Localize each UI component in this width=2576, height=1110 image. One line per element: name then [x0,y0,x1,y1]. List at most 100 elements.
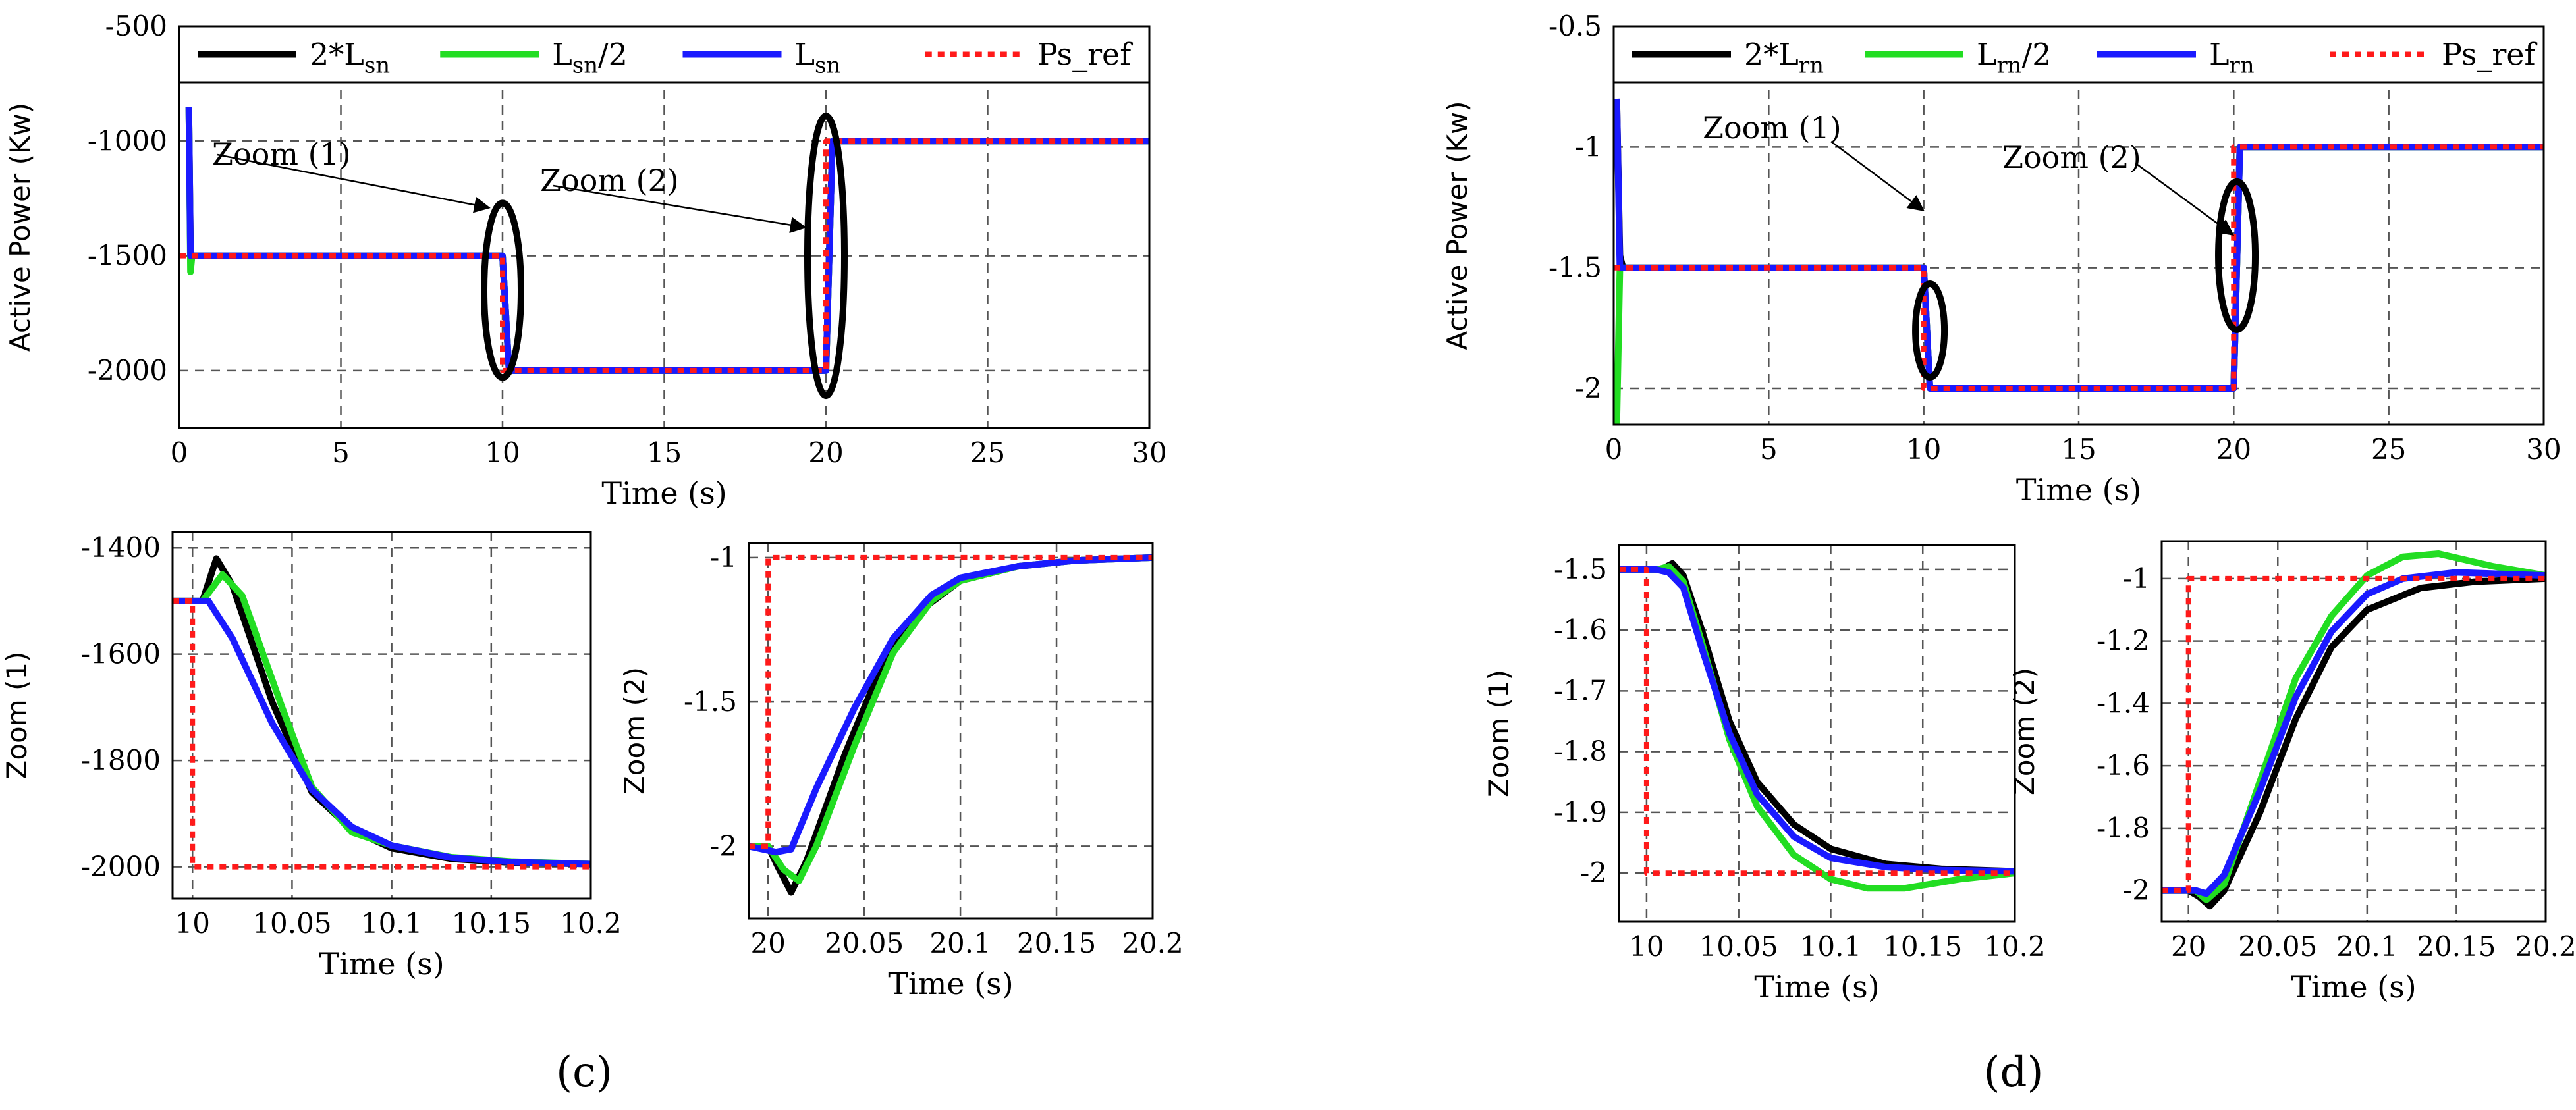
chart-c-zoom1: 10 10.05 10.1 10.15 10.2 -1400 -1600 -1800 -2000… [1,531,622,982]
y-tick-label: -1.8 [2096,812,2150,844]
y-tick-label: -1.7 [1554,674,1607,706]
series-line-lrn [2162,569,2546,897]
x-tick-label: 20.2 [2515,930,2576,963]
y-tick-label: -1.6 [2096,749,2150,781]
zoom-arrow [1830,140,1925,211]
series-group [179,106,1149,374]
x-tick-label: 25 [970,436,1005,469]
legend-entry: Ps_ref [2442,37,2538,72]
y-tick-label: -2 [2123,874,2150,907]
series-group [173,555,591,870]
x-tick-label: 10.2 [1984,930,2046,963]
y-tick-label: -2 [1580,857,1607,889]
y-tick-label: -1600 [81,638,161,670]
x-tick-label: 20.05 [825,927,904,959]
x-axis-label: Time (s) [888,966,1013,1001]
legend-subscript: sn [815,53,840,79]
chart-d-zoom1: 10 10.05 10.1 10.15 10.2 -1.5 -1.6 -1.7 -1.8 -1.9… [1483,544,2046,1005]
zoom-annotation: Zoom (2) [540,163,679,198]
x-tick-label: 20 [2171,930,2206,963]
series-line-lrn-2 [1619,563,2015,892]
x-tick-label: 10 [1906,433,1941,465]
series-line-lsn [173,597,591,868]
y-tick-label: -1.4 [2096,687,2150,719]
chart-d-zoom2: 20 20.05 20.1 20.15 20.2 -1 -1.2 -1.4 -1.6 -1.8 -2… [2008,540,2576,1005]
x-tick-label: 10 [175,907,210,939]
x-tick-label: 20.15 [2417,930,2496,963]
legend-subscript: sn [572,53,598,79]
y-tick-label: -2000 [88,354,167,386]
x-axis-label: Time (s) [1754,969,1879,1005]
y-tick-label: -1 [2123,562,2150,595]
series-group [1619,560,2015,892]
zoom-arrow [553,184,807,234]
y-tick-label: -1 [710,541,737,573]
x-tick-label: 15 [2061,433,2096,465]
x-tick-label: 10.05 [252,907,331,939]
chart-d-main: 0 5 10 15 20 25 30 -0.5 -1 -1.5 -2 Zoom (1) Zoom (2)… [1441,10,2562,508]
y-tick-label: -1.6 [1554,614,1607,646]
zoom-ellipse [804,113,848,400]
y-tick-label: -1.5 [1548,251,1602,284]
zoom-ellipse [1912,280,1948,381]
y-tick-label: -2 [1575,372,1602,404]
x-tick-label: 20 [750,927,785,959]
x-axis-label: Time (s) [319,946,444,982]
legend-subscript: rn [2230,53,2255,79]
series-line-lrn-2 [2162,550,2546,903]
series-line-ps-ref [749,554,1153,849]
zoom-arrow [2137,163,2235,236]
series-line-ps-ref [173,598,591,870]
x-tick-label: 20.15 [1017,927,1096,959]
y-tick-label: -1.9 [1554,796,1607,828]
x-tick-label: 20.2 [1122,927,1184,959]
y-tick-label: -1500 [88,240,167,272]
zoom-annotation: Zoom (2) [2002,140,2141,175]
series-group [2162,550,2546,910]
y-tick-label: -2 [710,830,737,862]
panel-label-d: (d) [1984,1048,2044,1097]
x-tick-label: 15 [647,436,682,469]
x-tick-label: 10.15 [452,907,531,939]
legend-suffix: /2 [598,37,628,72]
x-tick-label: 20 [808,436,843,469]
x-tick-label: 10 [485,436,520,469]
legend-box [1612,25,2545,84]
x-axis-label: Time (s) [2291,969,2416,1005]
x-tick-label: 20.1 [929,927,991,959]
zoom-ellipse [481,199,524,381]
legend-subscript: rn [1799,53,1824,79]
series-line-lsn [749,554,1153,856]
series-line-ps-ref [2162,575,2546,893]
y-tick-label: -1.5 [684,685,737,718]
x-tick-label: 10.2 [560,907,622,939]
x-tick-label: 25 [2371,433,2406,465]
zoom-annotation: Zoom (1) [1703,110,1842,145]
y-tick-label: -500 [105,10,167,42]
zoom-ellipse [2215,178,2259,333]
x-tick-label: 10 [1629,930,1664,963]
series-line-ps-ref [1619,566,2015,876]
y-tick-label: -2000 [81,851,161,883]
y-axis-label: Active Power (Kw) [1441,101,1473,350]
legend-entry: Lsn/2 [552,37,628,79]
y-axis-label: Zoom (1) [1483,670,1515,797]
x-tick-label: 30 [1132,436,1166,469]
panel-label-c: (c) [556,1048,613,1097]
zoom-arrow [217,153,491,213]
x-tick-label: 0 [171,436,188,469]
x-tick-label: 5 [1760,433,1778,465]
x-tick-label: 10.15 [1883,930,1962,963]
legend-box [178,25,1151,84]
y-axis-label: Zoom (2) [618,667,651,795]
plot-area [749,543,1153,918]
x-tick-label: 5 [332,436,350,469]
x-tick-label: 20.05 [2238,930,2317,963]
plot-area [2162,541,2546,922]
legend-suffix: /2 [2022,37,2052,72]
plot-frame [2160,540,2547,923]
y-tick-label: -1800 [81,744,161,776]
plot-area [1619,545,2015,922]
x-tick-label: 20.1 [2336,930,2398,963]
